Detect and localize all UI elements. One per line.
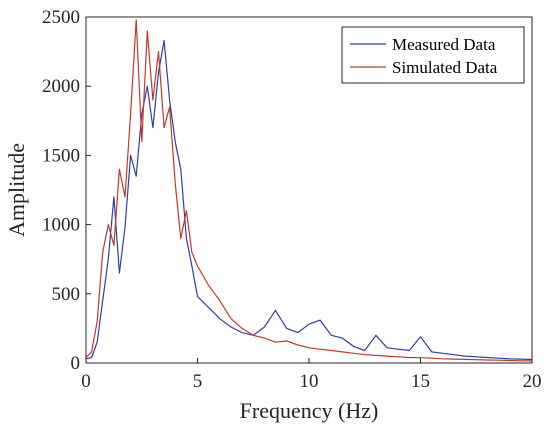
x-tick-label: 5 — [193, 371, 203, 392]
y-tick-label: 1000 — [42, 215, 80, 236]
y-tick-label: 0 — [71, 353, 81, 374]
legend: Measured Data Simulated Data — [341, 26, 525, 84]
x-tick-label: 0 — [81, 371, 91, 392]
series-line-simulated — [85, 19, 533, 362]
legend-label-simulated: Simulated Data — [392, 58, 498, 77]
y-axis-label: Amplitude — [4, 143, 29, 237]
x-tick-label: 10 — [300, 371, 319, 392]
x-tick-label: 20 — [523, 371, 542, 392]
legend-label-measured: Measured Data — [392, 35, 496, 54]
y-tick-label: 2500 — [42, 7, 80, 28]
legend-box — [341, 26, 525, 84]
x-axis-label: Frequency (Hz) — [240, 398, 379, 423]
y-tick-label: 1500 — [42, 145, 80, 166]
ticks-layer: 0 5 10 15 20 0 500 1000 1500 2000 2500 — [42, 7, 542, 392]
y-tick-label: 500 — [52, 284, 81, 305]
y-tick-label: 2000 — [42, 76, 80, 97]
series-layer — [85, 19, 533, 362]
x-tick-label: 15 — [411, 371, 430, 392]
